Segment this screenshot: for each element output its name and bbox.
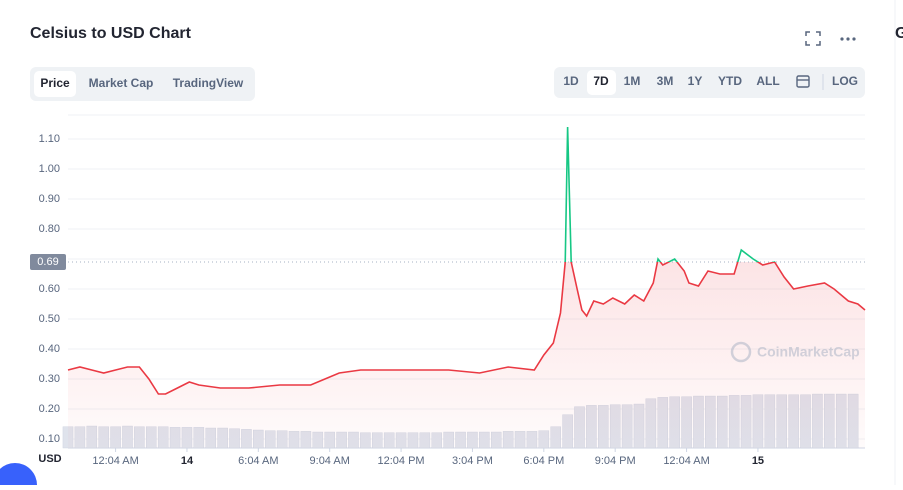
x-tick-label: 3:04 PM — [452, 455, 493, 467]
log-toggle[interactable]: LOG — [832, 74, 858, 88]
y-tick-label: 0.80 — [39, 223, 60, 235]
x-tick-label: 9:04 AM — [310, 455, 350, 467]
y-tick-label: 0.30 — [39, 373, 60, 385]
calendar-glyph — [796, 75, 810, 88]
range-button[interactable]: YTD — [718, 74, 742, 88]
y-tick-label: 0.60 — [39, 283, 60, 295]
dot — [840, 37, 844, 41]
badge — [0, 463, 37, 490]
range-button[interactable]: 1M — [624, 74, 641, 88]
watermark: CoinMarketCap — [730, 341, 860, 363]
calendar-icon[interactable] — [796, 75, 810, 88]
range-button[interactable]: 1Y — [688, 74, 703, 88]
x-tick-label: 14 — [181, 455, 194, 467]
side-letter: G — [895, 25, 903, 42]
currency-label: USD — [38, 453, 61, 465]
x-tick-label: 12:04 PM — [378, 455, 425, 467]
area — [68, 262, 865, 448]
x-tick-label: 6:04 AM — [238, 455, 278, 467]
tab-active — [34, 71, 76, 97]
more-icon[interactable] — [840, 37, 856, 41]
range-button[interactable]: 1D — [563, 74, 579, 88]
y-tick-label: 0.40 — [39, 343, 60, 355]
range-button[interactable]: 7D — [593, 74, 609, 88]
chart-title: Celsius to USD Chart — [30, 25, 192, 42]
tab[interactable]: Price — [40, 76, 70, 90]
range-button[interactable]: 3M — [657, 74, 674, 88]
tab-group — [30, 67, 255, 101]
reference-badge — [30, 254, 66, 270]
x-tick-label: 12:04 AM — [92, 455, 138, 467]
reference-label: 0.69 — [37, 256, 58, 268]
x-tick-label: 15 — [752, 455, 764, 467]
x-tick-label: 12:04 AM — [663, 455, 709, 467]
watermark-logo — [730, 341, 752, 363]
x-tick-label: 6:04 PM — [523, 455, 564, 467]
y-tick-label: 1.10 — [39, 133, 60, 145]
fullscreen-icon[interactable] — [805, 31, 821, 46]
x-tick-label: 9:04 PM — [595, 455, 636, 467]
tab[interactable]: Market Cap — [89, 76, 154, 90]
price-line-below — [67, 262, 866, 395]
y-tick-label: 0.50 — [39, 313, 60, 325]
tab[interactable]: TradingView — [173, 76, 244, 90]
dot — [846, 37, 850, 41]
fullscreen-glyph — [805, 31, 821, 46]
y-tick-label: 1.00 — [39, 163, 60, 175]
range-group — [554, 67, 865, 98]
y-tick-label: 0.20 — [39, 403, 60, 415]
y-tick-label: 0.10 — [39, 433, 60, 445]
dot — [852, 37, 856, 41]
range-button[interactable]: ALL — [756, 74, 779, 88]
y-tick-label: 0.90 — [39, 193, 60, 205]
price-line-above — [564, 126, 776, 262]
range-active — [587, 70, 616, 95]
watermark-text: CoinMarketCap — [757, 344, 860, 360]
